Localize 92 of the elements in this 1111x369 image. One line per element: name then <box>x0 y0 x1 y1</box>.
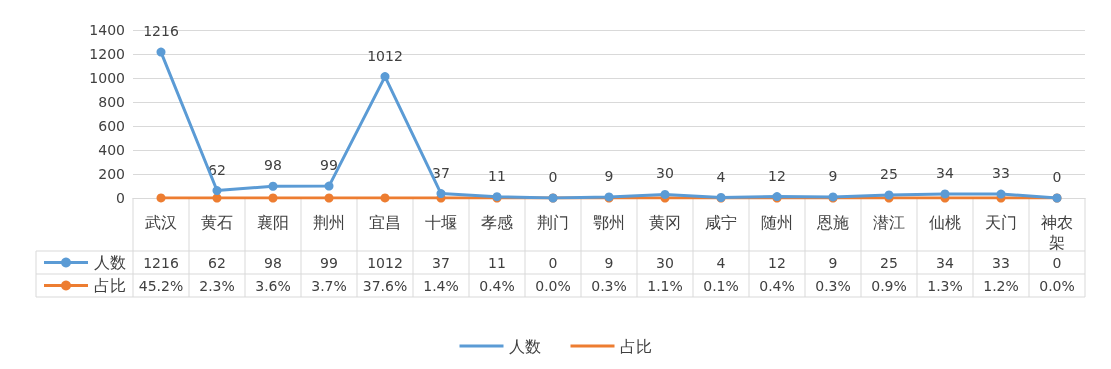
data-label: 4 <box>716 254 726 271</box>
y-tick-label: 400 <box>98 142 125 158</box>
point <box>324 181 334 191</box>
x-tick-label: 咸宁 <box>705 212 737 232</box>
data-label: 3.6% <box>255 277 291 294</box>
annotation: 1216 <box>143 23 179 40</box>
data-label: 11 <box>488 254 506 271</box>
annotation: 99 <box>320 157 338 174</box>
annotation: 12 <box>768 167 786 184</box>
data-label: 9 <box>604 254 614 271</box>
x-tick-label: 仙桃 <box>929 212 961 232</box>
data-label: 0.9% <box>871 277 907 294</box>
x-tick-label: 潜江 <box>873 212 905 232</box>
data-label: 1.4% <box>423 277 459 294</box>
annotation: 30 <box>656 165 674 182</box>
x-tick-label: 鄂州 <box>593 212 625 232</box>
data-label: 0.3% <box>815 277 851 294</box>
data-label: 9 <box>828 254 838 271</box>
point <box>156 47 166 57</box>
x-tick-label: 随州 <box>761 212 793 232</box>
x-tick-label: 宜昌 <box>369 212 401 232</box>
point <box>380 72 390 82</box>
data-label: 1012 <box>367 254 403 271</box>
text: 人数 <box>508 336 541 356</box>
annotation: 37 <box>432 164 450 181</box>
data-label: 0.0% <box>535 277 571 294</box>
annotation: 25 <box>880 166 898 182</box>
annotation: 4 <box>716 168 726 185</box>
data-label: 1216 <box>143 254 179 271</box>
x-tick-label: 荆州 <box>313 212 345 232</box>
data-label: 1.3% <box>927 277 963 294</box>
x-tick-label: 荆门 <box>537 212 569 232</box>
annotation: 0 <box>548 169 558 185</box>
y-tick-label: 800 <box>98 94 125 110</box>
annotation: 34 <box>936 164 954 181</box>
point <box>156 193 166 203</box>
data-label: 33 <box>992 254 1010 271</box>
x-tick-label: 恩施 <box>816 212 849 232</box>
data-label: 1.1% <box>647 277 683 294</box>
x-tick-label: 黄石 <box>201 212 233 232</box>
point <box>996 189 1006 199</box>
data-label: 45.2% <box>138 277 184 294</box>
annotation: 0 <box>1052 169 1062 185</box>
point <box>324 193 334 203</box>
data-label: 1.2% <box>983 277 1019 294</box>
y-tick-label: 1200 <box>89 46 125 62</box>
x-tick-label: 神农架 <box>1041 212 1073 252</box>
data-label: 37 <box>432 254 450 271</box>
point <box>212 186 222 196</box>
point <box>268 181 278 191</box>
data-label: 62 <box>208 254 226 271</box>
annotation: 33 <box>992 165 1010 182</box>
data-label: 0.1% <box>703 277 739 294</box>
data-label: 30 <box>656 254 674 271</box>
data-label: 37.6% <box>362 277 408 294</box>
annotation: 9 <box>828 167 838 184</box>
x-tick-label: 襄阳 <box>257 212 289 232</box>
annotation: 11 <box>488 167 506 184</box>
x-tick-label: 武汉 <box>145 212 177 232</box>
point <box>268 193 278 203</box>
data-label: 12 <box>768 254 786 271</box>
y-tick-label: 1000 <box>89 70 125 86</box>
legend-label: 占比 <box>94 276 126 295</box>
data-label: 0 <box>548 254 558 271</box>
data-label: 0 <box>1052 254 1062 271</box>
annotation: 1012 <box>367 47 403 64</box>
point <box>436 189 446 199</box>
x-tick-label: 十堰 <box>425 212 457 232</box>
data-label: 0.4% <box>479 277 515 294</box>
y-tick-label: 600 <box>98 118 125 134</box>
data-label: 0.0% <box>1039 277 1075 294</box>
data-label: 99 <box>320 254 338 271</box>
y-tick-label: 1400 <box>89 22 125 38</box>
data-label: 34 <box>936 254 954 271</box>
data-label: 25 <box>880 254 898 271</box>
text: 占比 <box>619 336 652 356</box>
legend-label: 人数 <box>94 253 126 272</box>
y-tick-label: 200 <box>98 166 125 182</box>
point <box>380 193 390 203</box>
data-label: 3.7% <box>311 277 347 294</box>
x-tick-label: 孝感 <box>481 212 513 232</box>
x-tick-label: 黄冈 <box>649 212 681 232</box>
y-tick-label: 0 <box>116 190 125 206</box>
data-label: 2.3% <box>199 277 235 294</box>
point <box>940 189 950 199</box>
data-label: 98 <box>264 254 282 271</box>
annotation: 9 <box>604 167 614 184</box>
data-label: 0.3% <box>591 277 627 294</box>
point <box>660 189 670 199</box>
x-tick-label: 天门 <box>985 212 1017 232</box>
annotation: 98 <box>264 157 282 174</box>
data-label: 0.4% <box>759 277 795 294</box>
